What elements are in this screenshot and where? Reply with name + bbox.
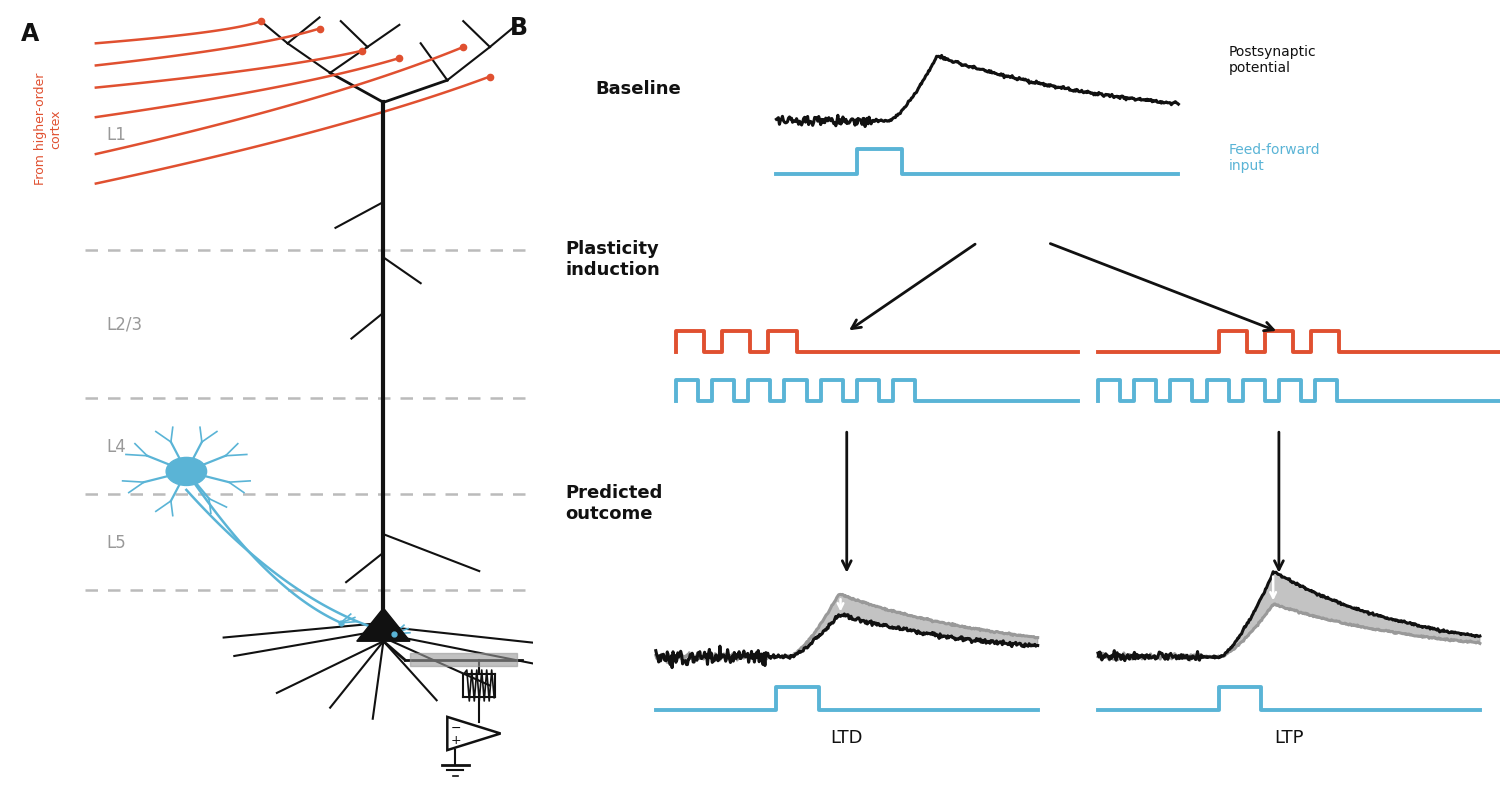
Text: L2/3: L2/3 xyxy=(106,315,142,333)
Text: L1: L1 xyxy=(106,126,126,144)
Text: A: A xyxy=(21,22,39,46)
Text: Plasticity
induction: Plasticity induction xyxy=(566,240,660,279)
Text: L4: L4 xyxy=(106,437,126,455)
Text: LTP: LTP xyxy=(1274,728,1304,746)
Text: Predicted
outcome: Predicted outcome xyxy=(566,483,663,522)
Text: Feed-forward
input: Feed-forward input xyxy=(1228,143,1320,174)
Polygon shape xyxy=(357,608,410,642)
Text: L5: L5 xyxy=(106,533,126,551)
Text: +: + xyxy=(452,733,462,746)
Text: Baseline: Baseline xyxy=(596,80,681,98)
Bar xyxy=(410,653,516,667)
Text: Postsynaptic
potential: Postsynaptic potential xyxy=(1228,45,1317,75)
Text: LTD: LTD xyxy=(831,728,862,746)
Text: B: B xyxy=(510,16,528,41)
Circle shape xyxy=(166,458,207,486)
Text: From higher-order
cortex: From higher-order cortex xyxy=(34,73,62,185)
Text: −: − xyxy=(452,721,462,734)
